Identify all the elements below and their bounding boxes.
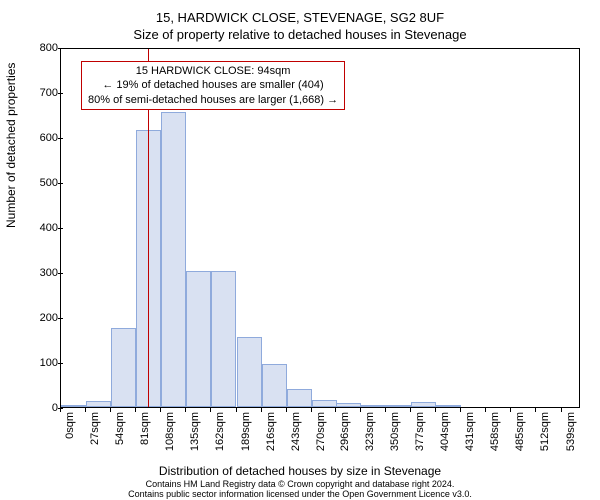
annotation-box: 15 HARDWICK CLOSE: 94sqm← 19% of detache…: [81, 61, 345, 110]
y-tick-label: 700: [30, 87, 58, 99]
y-tick-label: 500: [30, 177, 58, 189]
histogram-bar: [86, 401, 111, 407]
x-tick-label: 296sqm: [339, 412, 351, 451]
x-tick-label: 377sqm: [414, 412, 426, 451]
histogram-bar: [361, 405, 386, 407]
x-tick-label: 458sqm: [489, 412, 501, 451]
histogram-bar: [436, 405, 461, 407]
x-tick-label: 108sqm: [164, 412, 176, 451]
chart-plot-area: 15 HARDWICK CLOSE: 94sqm← 19% of detache…: [60, 48, 580, 408]
x-tick-label: 270sqm: [315, 412, 327, 451]
x-tick-label: 189sqm: [240, 412, 252, 451]
x-axis-ticks: 0sqm 27sqm 54sqm 81sqm 108sqm 135sqm 162sqm 189…: [60, 408, 580, 456]
title-sub: Size of property relative to detached ho…: [0, 25, 600, 42]
histogram-bar: [186, 271, 211, 407]
histogram-bar: [411, 402, 436, 407]
histogram-bar: [312, 400, 337, 407]
x-axis-label: Distribution of detached houses by size …: [0, 464, 600, 478]
x-tick-label: 539sqm: [565, 412, 577, 451]
annotation-line: ← 19% of detached houses are smaller (40…: [88, 78, 338, 92]
histogram-bar: [61, 405, 86, 407]
histogram-bar: [262, 364, 287, 407]
y-tick-label: 400: [30, 222, 58, 234]
x-tick-label: 54sqm: [114, 412, 126, 445]
y-axis-ticks: 0100200300400500600700800: [30, 48, 58, 408]
histogram-bar: [336, 403, 361, 407]
footer: Contains HM Land Registry data © Crown c…: [0, 480, 600, 500]
x-tick-label: 485sqm: [514, 412, 526, 451]
histogram-bar: [237, 337, 262, 407]
x-tick-label: 216sqm: [265, 412, 277, 451]
histogram-bar: [386, 405, 411, 407]
y-tick-label: 300: [30, 267, 58, 279]
y-axis-label: Number of detached properties: [4, 63, 18, 228]
footer-line-2: Contains public sector information licen…: [0, 490, 600, 500]
x-tick-label: 0sqm: [64, 412, 76, 439]
x-tick-label: 404sqm: [439, 412, 451, 451]
x-tick-label: 162sqm: [214, 412, 226, 451]
y-tick-label: 0: [30, 402, 58, 414]
x-tick-label: 431sqm: [464, 412, 476, 451]
x-tick-label: 81sqm: [139, 412, 151, 445]
y-tick-label: 200: [30, 312, 58, 324]
x-tick-label: 27sqm: [89, 412, 101, 445]
x-tick-label: 243sqm: [290, 412, 302, 451]
y-tick-label: 600: [30, 132, 58, 144]
histogram-bar: [161, 112, 186, 407]
histogram-bar: [111, 328, 136, 407]
annotation-line: 80% of semi-detached houses are larger (…: [88, 93, 338, 107]
annotation-line: 15 HARDWICK CLOSE: 94sqm: [88, 64, 338, 78]
title-main: 15, HARDWICK CLOSE, STEVENAGE, SG2 8UF: [0, 0, 600, 25]
x-tick-label: 323sqm: [364, 412, 376, 451]
x-tick-label: 350sqm: [389, 412, 401, 451]
x-tick-label: 512sqm: [539, 412, 551, 451]
y-tick-label: 100: [30, 357, 58, 369]
histogram-bar: [287, 389, 312, 407]
x-tick-label: 135sqm: [189, 412, 201, 451]
histogram-bar: [211, 271, 236, 407]
y-tick-label: 800: [30, 42, 58, 54]
